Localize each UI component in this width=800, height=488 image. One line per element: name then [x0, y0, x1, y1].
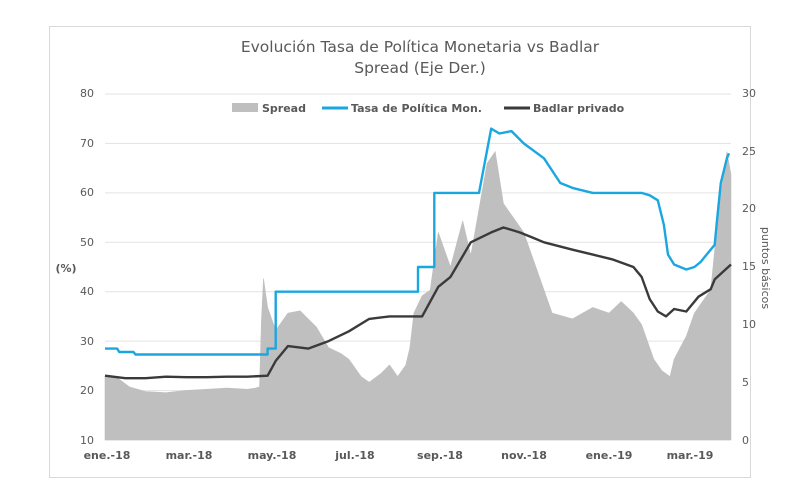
x-tick-label: sep.-18 — [417, 449, 463, 462]
right-tick-label: 15 — [742, 260, 756, 273]
x-tick-label: nov.-18 — [501, 449, 547, 462]
right-tick-label: 20 — [742, 202, 756, 215]
series-line-tasa — [105, 127, 731, 356]
left-tick-label: 40 — [80, 285, 94, 298]
legend-label-spread: Spread — [262, 102, 306, 115]
right-axis-ticks: 30 25 20 15 10 5 0 — [742, 87, 756, 447]
left-tick-label: 70 — [80, 137, 94, 150]
series-area-spread — [104, 150, 732, 441]
right-tick-label: 5 — [742, 376, 749, 389]
x-tick-label: may.-18 — [248, 449, 297, 462]
x-tick-label: mar.-19 — [667, 449, 714, 462]
legend-label-badlar: Badlar privado — [533, 102, 625, 115]
x-tick-label: jul.-18 — [334, 449, 374, 462]
x-axis-ticks: ene.-18 mar.-18 may.-18 jul.-18 sep.-18 … — [84, 449, 714, 462]
left-tick-label: 80 — [80, 87, 94, 100]
left-axis-ticks: 80 70 60 50 40 30 20 10 — [80, 87, 94, 447]
legend: Spread Tasa de Política Mon. Badlar priv… — [232, 102, 625, 115]
left-tick-label: 60 — [80, 186, 94, 199]
left-axis-label: (%) — [55, 262, 76, 275]
right-axis-label: puntos básicos — [759, 227, 772, 309]
x-tick-label: ene.-19 — [586, 449, 633, 462]
left-tick-label: 30 — [80, 335, 94, 348]
chart-subtitle: Spread (Eje Der.) — [354, 59, 486, 77]
left-tick-label: 10 — [80, 434, 94, 447]
right-tick-label: 25 — [742, 145, 756, 158]
right-tick-label: 0 — [742, 434, 749, 447]
legend-swatch-spread — [232, 103, 258, 112]
left-tick-label: 50 — [80, 236, 94, 249]
left-tick-label: 20 — [80, 384, 94, 397]
series-line-badlar — [104, 226, 732, 380]
chart-title: Evolución Tasa de Política Monetaria vs … — [241, 38, 600, 56]
right-tick-label: 10 — [742, 318, 756, 331]
legend-label-tasa: Tasa de Política Mon. — [351, 102, 482, 115]
right-tick-label: 30 — [742, 87, 756, 100]
x-tick-label: ene.-18 — [84, 449, 131, 462]
x-tick-label: mar.-18 — [166, 449, 213, 462]
